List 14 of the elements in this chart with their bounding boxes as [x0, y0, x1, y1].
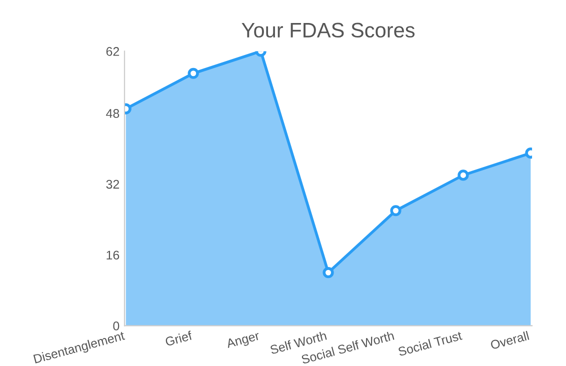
y-tick-label: 16: [106, 250, 120, 260]
y-tick-label: 62: [106, 47, 120, 56]
x-tick-label: Overall: [490, 330, 530, 350]
y-tick-label: 48: [106, 109, 120, 118]
point: [458, 170, 469, 181]
y-tick-label: 0: [113, 322, 120, 330]
point: [188, 68, 199, 79]
y-tick-label: 32: [106, 180, 120, 189]
chart-title: Your FDAS Scores: [242, 22, 415, 38]
x-tick-label: Grief: [164, 330, 193, 346]
x-tick-label: Social Trust: [398, 330, 462, 356]
point: [390, 205, 402, 216]
x-tick-label: Anger: [226, 331, 261, 350]
point: [322, 267, 334, 278]
